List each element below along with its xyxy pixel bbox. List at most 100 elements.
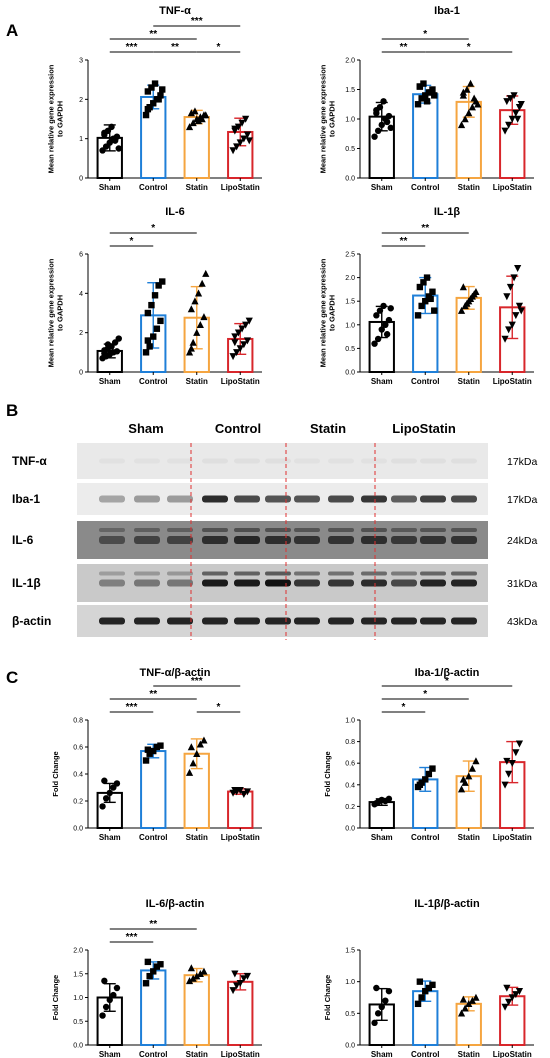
data-point [187,305,195,313]
data-point [508,321,516,329]
wb-band [391,495,417,503]
significance-label: *** [126,42,138,53]
data-point [466,295,475,303]
data-point [383,331,391,338]
data-point [243,972,252,980]
data-point [461,1004,469,1012]
data-point [429,288,436,295]
wb-band [328,617,354,625]
data-point [196,969,204,977]
data-point [229,147,237,155]
data-point [508,760,516,767]
data-point [429,765,436,772]
data-point [240,341,248,349]
wb-band [391,579,417,587]
data-point [503,757,511,765]
chart-il1b: IL-1β Mean relative gene expression to GAP… [319,206,534,386]
data-point [512,109,520,117]
x-tick-label: Statin [186,377,208,386]
data-point [111,137,119,144]
data-point [414,1000,422,1008]
data-point [187,109,195,117]
y-tick-label: 1.5 [345,299,355,306]
wb-band [202,571,228,576]
western-blot: Sham Control Statin LipoStatin TNF-α 17kD… [12,421,538,640]
data-point [200,736,208,744]
wb-band [451,458,477,464]
data-point [457,785,466,793]
data-point [382,321,389,328]
x-tick-label: Statin [186,183,208,192]
wb-band [361,571,387,576]
data-point [146,343,153,350]
wb-band [167,458,193,464]
data-point [459,283,467,291]
data-point [150,747,157,755]
data-point [159,86,166,93]
data-point [151,80,159,87]
data-point [200,967,208,975]
wb-band [294,528,320,532]
wb-band [99,536,125,544]
data-point [110,991,117,999]
data-point [113,348,121,355]
wb-band [451,536,477,544]
data-point [474,100,482,108]
data-point [231,970,239,978]
y-tick-label: 1.5 [345,87,355,94]
significance-label: * [445,676,449,687]
wb-band [202,536,228,544]
data-point [153,743,161,751]
wb-band [294,536,320,544]
data-point [191,297,199,305]
data-point [463,299,471,307]
data-point [373,106,380,114]
data-point [185,123,194,131]
data-point [414,312,422,319]
y-tick-label: 1.0 [73,995,83,1002]
x-tick-label: Statin [458,833,480,842]
data-point [236,139,244,147]
chart-title: Iba-1/β-actin [415,667,480,679]
chart-title: IL-6/β-actin [146,898,205,910]
chart-il6b: IL-6/β-actin Fold Change 0.0 0.5 1.0 1.5 2.0 Sh… [51,898,262,1058]
data-point [99,803,106,810]
chart-iba: Iba-1 Mean relative gene expression to GAP… [319,5,534,192]
y-tick-label: 0.0 [345,1043,355,1050]
data-point [423,98,431,105]
wb-band [391,458,417,464]
chart-title: TNF-α/β-actin [140,667,211,679]
data-point [418,994,425,1001]
data-point [515,987,524,995]
data-point [187,743,195,751]
data-point [503,293,511,301]
x-tick-label: Statin [186,833,208,842]
bar-lipostatin [227,790,254,829]
data-point [385,112,393,120]
data-point [142,757,150,764]
data-point [465,109,473,117]
data-point [431,307,438,314]
chart-title: IL-1β/β-actin [414,898,480,910]
data-point [425,984,433,992]
data-point [515,740,524,748]
significance-label: * [151,223,155,234]
wb-band [167,617,193,625]
data-point [153,325,161,332]
y-tick-label: 2 [79,97,83,104]
significance-label: ** [149,29,157,40]
wb-band [202,495,228,503]
data-point [155,96,162,103]
x-tick-label: Sham [371,1050,393,1058]
data-point [510,274,518,282]
wb-band [234,579,260,587]
data-point [144,309,152,317]
y-axis-label: Mean relative gene expression [319,258,328,367]
data-point [202,111,210,119]
data-point [144,337,152,344]
data-point [194,117,203,125]
x-tick-label: Statin [458,1050,480,1058]
wb-band [391,528,417,532]
significance-label: ** [171,42,179,53]
